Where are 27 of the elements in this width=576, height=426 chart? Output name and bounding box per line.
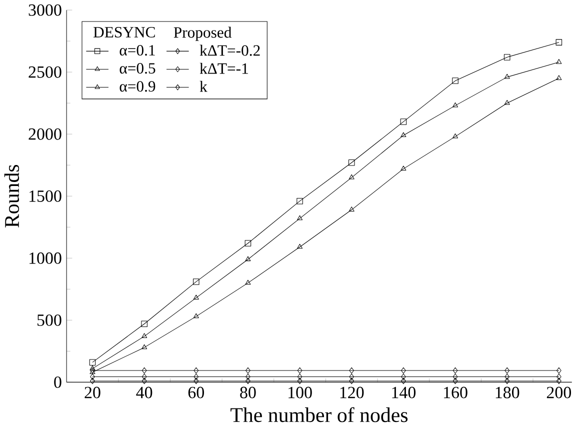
legend-label: kΔT=-0.2 [200,44,260,56]
x-axis-title: The number of nodes [230,406,408,422]
legend-label: kΔT=-1 [200,62,248,74]
annotation: Proposed [174,26,232,41]
annotation: DESYNC [94,26,155,38]
y-tick-label: 3000 [28,4,62,16]
legend-label: α=0.5 [120,62,156,74]
legend-label: α=0.1 [120,44,155,56]
x-tick-label: 200 [546,386,572,398]
y-tick-label: 0 [54,376,62,388]
x-tick-label: 40 [136,386,152,398]
y-tick-label: 2000 [28,128,62,140]
y-tick-label: 1000 [30,252,62,264]
y-tick-label: 1500 [30,190,62,202]
x-tick-label: 20 [84,386,100,398]
y-axis-title: Rounds [4,164,20,228]
y-tick-label: 2500 [28,66,62,78]
legend-label: α=0.9 [120,80,156,92]
x-tick-label: 80 [240,386,256,398]
y-tick-label: 500 [37,314,62,326]
x-tick-label: 60 [188,386,204,398]
x-tick-label: 100 [288,386,312,398]
x-tick-label: 120 [340,386,364,398]
x-tick-label: 180 [496,386,520,398]
legend-label: k [200,80,208,92]
x-tick-label: 140 [392,386,416,398]
x-tick-label: 160 [444,386,468,398]
